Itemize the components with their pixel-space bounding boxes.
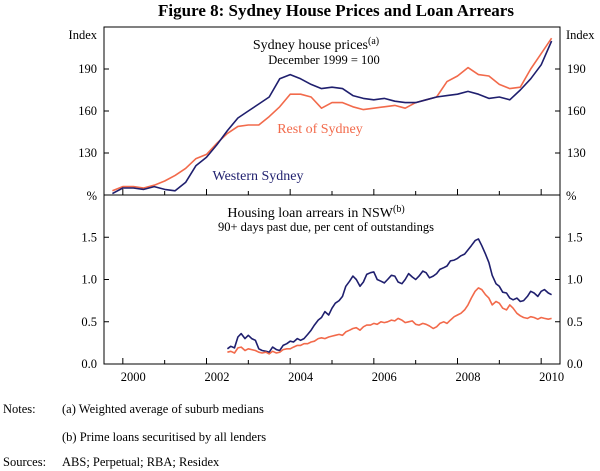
figure-title: Figure 8: Sydney House Prices and Loan A… — [158, 1, 514, 20]
y-tick-label-left: 160 — [78, 104, 97, 118]
x-tick-label: 2008 — [455, 370, 480, 384]
x-tick-label: 2000 — [121, 370, 146, 384]
top-panel-title-footnote: (a) — [368, 36, 379, 47]
y-tick-label-left: 1.5 — [81, 230, 97, 244]
y-tick-label-left: 130 — [78, 146, 97, 160]
series-line-western-sydney — [226, 238, 552, 354]
sources-label: Sources: — [3, 455, 46, 469]
x-tick-label: 2006 — [372, 370, 397, 384]
bottom-right-unit: % — [566, 189, 576, 203]
y-tick-label-right: 190 — [567, 62, 586, 76]
y-tick-label-left: 0.5 — [81, 315, 97, 329]
top-panel-title: Sydney house prices(a) — [253, 36, 379, 53]
y-tick-label-right: 0.0 — [567, 357, 583, 371]
series-label-western-sydney: Western Sydney — [212, 169, 303, 184]
bottom-panel-title-footnote: (b) — [393, 204, 405, 215]
notes-label: Notes: — [3, 402, 36, 416]
y-tick-label-right: 1.0 — [567, 273, 583, 287]
x-ticks: 2000 2002 2004 2006 2008 2010 — [121, 189, 564, 384]
top-panel-subtitle: December 1999 = 100 — [268, 53, 380, 67]
y-tick-label-right: 1.5 — [567, 230, 583, 244]
bottom-panel: % % Housing loan arrears in NSW(b) 90+ d… — [81, 189, 582, 371]
bottom-series-lines — [226, 238, 552, 355]
y-tick-label-left: 1.0 — [81, 273, 97, 287]
y-tick-label-left: 190 — [78, 62, 97, 76]
series-line-rest-of-sydney — [227, 287, 552, 355]
top-right-unit: Index — [566, 28, 595, 42]
x-tick-label: 2002 — [204, 370, 229, 384]
top-left-unit: Index — [69, 28, 98, 42]
x-tick-label: 2010 — [539, 370, 564, 384]
y-tick-label-right: 160 — [567, 104, 586, 118]
bottom-left-unit: % — [87, 189, 97, 203]
bottom-panel-title-text: Housing loan arrears in NSW — [227, 206, 393, 221]
y-tick-label-left: 0.0 — [81, 357, 97, 371]
y-tick-label-right: 130 — [567, 146, 586, 160]
top-panel: Index Index Sydney house prices(a) Decem… — [69, 28, 595, 195]
bottom-y-ticks-left: 0.0 0.5 1.0 1.5 — [81, 230, 109, 371]
bottom-y-ticks-right: 0.0 0.5 1.0 1.5 — [555, 230, 583, 371]
note-b: (b) Prime loans securitised by all lende… — [62, 430, 266, 444]
x-tick-label: 2004 — [288, 370, 314, 384]
note-a: (a) Weighted average of suburb medians — [62, 402, 264, 416]
y-tick-label-right: 0.5 — [567, 315, 583, 329]
top-y-ticks-left: 130 160 190 — [78, 62, 109, 160]
series-line-western-sydney — [112, 40, 553, 195]
top-series-lines — [112, 37, 553, 195]
bottom-panel-title: Housing loan arrears in NSW(b) — [227, 204, 404, 221]
sources-text: ABS; Perpetual; RBA; Residex — [62, 455, 220, 469]
series-label-rest-of-sydney: Rest of Sydney — [277, 122, 363, 137]
bottom-panel-subtitle: 90+ days past due, per cent of outstandi… — [218, 220, 434, 234]
series-line-rest-of-sydney — [112, 37, 553, 192]
top-panel-title-text: Sydney house prices — [253, 38, 368, 53]
top-y-ticks-right: 130 160 190 — [555, 62, 586, 160]
